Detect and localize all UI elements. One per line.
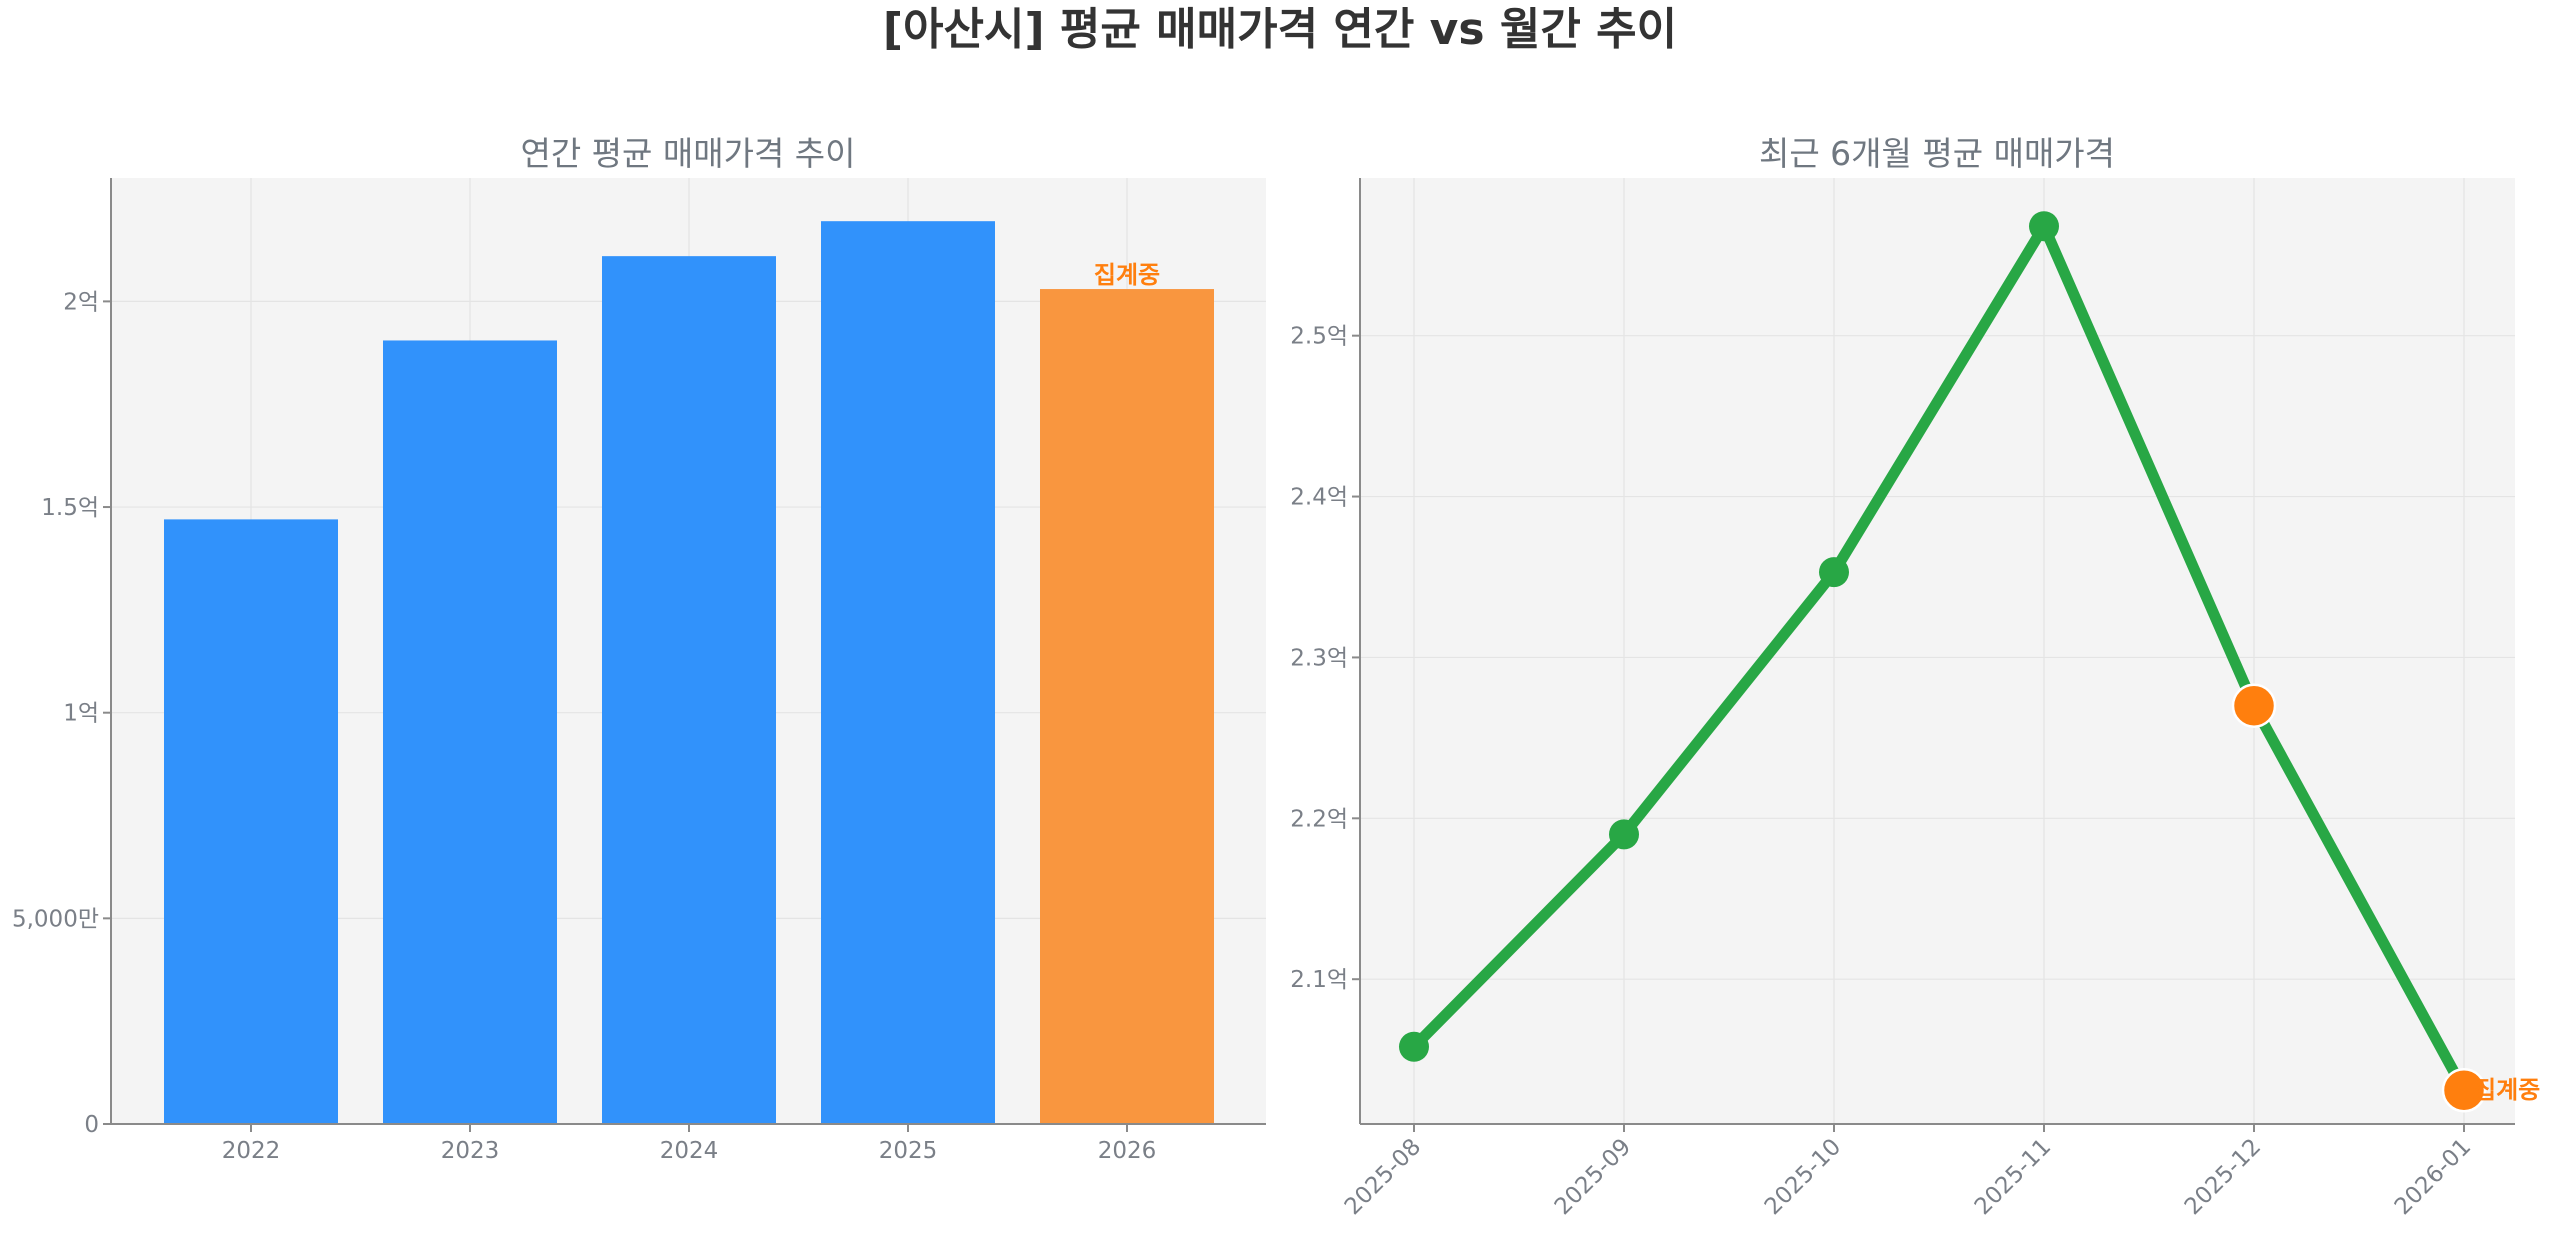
point-2025-08: [1399, 1031, 1429, 1062]
annual-x-tick-label: 2023: [441, 1138, 500, 1164]
point-2026-01: [2441, 1067, 2487, 1113]
annual-y-tick-label: 5,000만: [12, 906, 99, 932]
bar-2023: [383, 340, 557, 1124]
annual-bars: [164, 221, 1214, 1124]
bar-2024: [602, 256, 776, 1124]
point-2025-12: [2231, 683, 2277, 728]
point-2025-09: [1609, 819, 1639, 850]
bar-2022: [164, 519, 338, 1124]
monthly-gridlines: [1360, 178, 2515, 1124]
monthly-series: [1399, 211, 2487, 1113]
monthly-chart-title: 최근 6개월 평균 매매가격: [1759, 134, 2115, 173]
monthly-x-ticks: 2025-08 2025-09 2025-10 2025-11 2025-12 2026-…: [1340, 1124, 2476, 1220]
figure-title: [아산시] 평균 매매가격 연간 vs 월간 추이: [883, 4, 1677, 55]
bar-2026: [1040, 289, 1214, 1124]
bar-2025: [821, 221, 995, 1124]
monthly-price-line: [1408, 220, 2470, 1096]
monthly-y-ticks: 2.1억 2.2억 2.3억 2.4억 2.5억: [1290, 324, 1360, 993]
monthly-chart: 2025-08 2025-09 2025-10 2025-11 2025-12 2026-…: [1290, 134, 2540, 1220]
monthly-y-tick-label: 2.5억: [1290, 324, 1348, 350]
monthly-x-tick-label: 2025-11: [1970, 1134, 2056, 1220]
point-2025-11: [2029, 211, 2059, 242]
monthly-x-tick-label: 2025-08: [1340, 1134, 1426, 1220]
annual-y-tick-label: 1.5억: [41, 495, 99, 521]
monthly-partial-annotation: 집계중: [2474, 1076, 2540, 1104]
monthly-plot-area: [1360, 178, 2515, 1124]
monthly-x-tick-label: 2025-12: [2180, 1134, 2266, 1220]
annual-x-tick-label: 2026: [1098, 1138, 1157, 1164]
annual-x-tick-label: 2025: [879, 1138, 938, 1164]
annual-x-tick-label: 2022: [222, 1138, 281, 1164]
annual-chart-title: 연간 평균 매매가격 추이: [520, 134, 855, 173]
monthly-y-tick-label: 2.3억: [1290, 645, 1348, 671]
annual-y-tick-label: 0: [84, 1112, 99, 1138]
annual-x-ticks: 2022 2023 2024 2025 2026: [222, 1124, 1157, 1164]
monthly-y-tick-label: 2.1억: [1290, 967, 1348, 993]
annual-x-tick-label: 2024: [660, 1138, 719, 1164]
annual-y-tick-label: 2억: [63, 289, 99, 315]
point-2025-10: [1819, 557, 1849, 588]
annual-chart: 2022 2023 2024 2025 2026 0 5,000만 1억 1.5억 2억 연간 …: [12, 134, 1266, 1164]
monthly-y-tick-label: 2.2억: [1290, 806, 1348, 832]
annual-y-ticks: 0 5,000만 1억 1.5억 2억: [12, 289, 111, 1138]
monthly-x-tick-label: 2025-09: [1550, 1134, 1636, 1220]
annual-partial-annotation: 집계중: [1094, 261, 1160, 289]
annual-y-tick-label: 1억: [63, 701, 99, 727]
monthly-x-tick-label: 2025-10: [1760, 1134, 1846, 1220]
monthly-x-tick-label: 2026-01: [2390, 1134, 2476, 1220]
monthly-y-tick-label: 2.4억: [1290, 485, 1348, 511]
